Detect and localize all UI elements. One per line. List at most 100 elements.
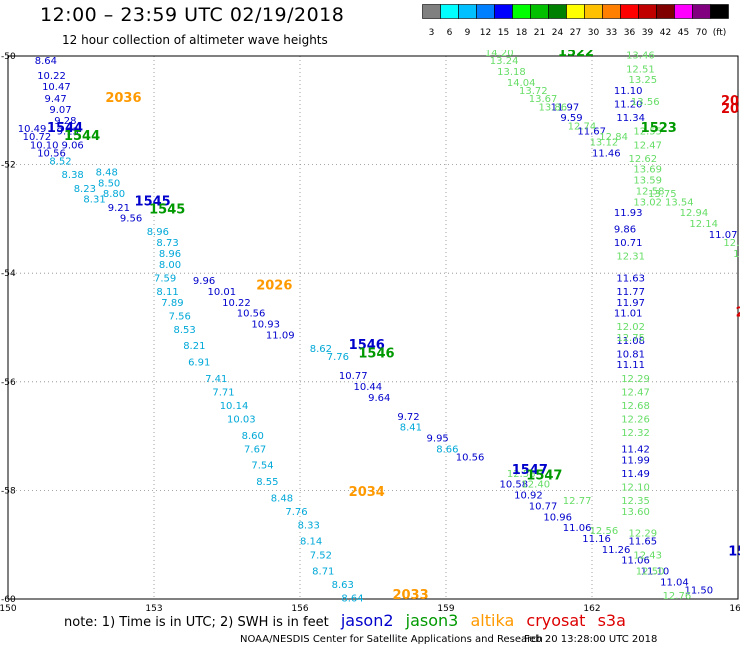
wave-height-point: 8.73 <box>156 238 178 249</box>
wave-height-point: 11.97 <box>616 298 645 309</box>
y-tick-label: -54 <box>1 269 16 279</box>
wave-height-point: 10.03 <box>227 415 256 426</box>
wave-height-point: 12.94 <box>680 208 709 219</box>
wave-height-point: 10.81 <box>616 349 645 360</box>
wave-height-point: 8.11 <box>156 287 178 298</box>
wave-height-point: 8.52 <box>49 157 71 168</box>
wave-height-point: 12.02 <box>616 322 645 333</box>
wave-height-point: 10.10 <box>30 140 59 151</box>
colorbar-label: 70 <box>696 28 708 38</box>
wave-height-point: 12.74 <box>568 121 597 132</box>
wave-height-point: 8.33 <box>298 520 320 531</box>
wave-height-point: 12.62 <box>629 154 658 165</box>
wave-height-point: 11.20 <box>614 100 643 111</box>
wave-height-point: 13.59 <box>633 176 662 187</box>
wave-height-point: 10.22 <box>222 298 251 309</box>
wave-height-point: 11.06 <box>563 523 592 534</box>
colorbar-label: 21 <box>534 28 545 38</box>
wave-height-point: 14.20 <box>485 48 514 59</box>
footer-org: NOAA/NESDIS Center for Satellite Applica… <box>240 634 543 645</box>
wave-height-point: 8.23 <box>74 184 96 195</box>
wave-height-point: 8.38 <box>62 170 84 181</box>
wave-height-point: 11.10 <box>641 567 670 578</box>
wave-height-point: 12.35 <box>723 238 740 249</box>
wave-height-point: 12.43 <box>633 550 662 561</box>
wave-height-point: 13.18 <box>497 67 526 78</box>
wave-height-point: 9.07 <box>49 105 71 116</box>
wave-height-point: 11.11 <box>616 360 645 371</box>
track-label: 2034 <box>349 485 385 500</box>
wave-height-point: 11.46 <box>592 148 621 159</box>
track-label: 1546 <box>349 338 385 353</box>
note-text: note: 1) Time is in UTC; 2) SWH is in fe… <box>64 615 329 630</box>
x-tick-label: 153 <box>145 604 162 614</box>
wave-height-point: 9.96 <box>193 276 215 287</box>
wave-height-point: 13.24 <box>490 56 519 67</box>
wave-height-point: 9.56 <box>120 214 142 225</box>
track-label: 1545 <box>135 194 171 209</box>
chart-subtitle: 12 hour collection of altimeter wave hei… <box>62 33 328 47</box>
wave-height-point: 10.56 <box>37 148 66 159</box>
x-tick-label: 165 <box>729 604 740 614</box>
wave-height-point: 12.77 <box>563 496 592 507</box>
y-tick-label: -60 <box>1 595 16 605</box>
wave-height-point: 13.60 <box>621 507 650 518</box>
wave-height-point: 13.56 <box>631 97 660 108</box>
wave-height-point: 11.16 <box>582 534 611 545</box>
wave-height-point: 12.55 <box>633 127 662 138</box>
track-label: 1548 <box>728 545 740 560</box>
track-label: 1547 <box>512 463 548 478</box>
wave-height-point: 11.49 <box>621 469 650 480</box>
footer-timestamp: Feb 20 13:28:00 UTC 2018 <box>524 634 658 645</box>
wave-height-point: 13.54 <box>665 197 694 208</box>
colorbar-label: 24 <box>552 28 564 38</box>
y-tick-label: -58 <box>1 486 16 496</box>
wave-height-point: 11.04 <box>660 577 689 588</box>
wave-height-point: 10.92 <box>514 491 543 502</box>
y-tick-label: -52 <box>1 161 16 171</box>
wave-height-point: 8.64 <box>35 56 57 67</box>
wave-height-point: 10.01 <box>208 287 237 298</box>
wave-height-point: 11.99 <box>621 455 650 466</box>
wave-height-point: 12 <box>733 249 740 260</box>
data-points: 8.6410.2210.479.479.079.289.159.0610.491… <box>18 48 740 605</box>
wave-height-point: 8.66 <box>436 444 458 455</box>
track-label: 2050 <box>721 102 740 117</box>
wave-height-point: 12.51 <box>626 64 655 75</box>
satellite-altika-label: altika <box>470 611 515 630</box>
wave-height-point: 10.47 <box>42 82 71 93</box>
wave-height-point: 8.31 <box>83 195 105 206</box>
wave-height-point: 8.14 <box>300 537 322 548</box>
wave-height-point: 12.32 <box>621 428 650 439</box>
wave-height-point: 11.01 <box>614 309 643 320</box>
wave-height-point: 8.62 <box>310 344 332 355</box>
wave-height-point: 9.64 <box>368 393 390 404</box>
wave-height-point: 10.77 <box>529 501 558 512</box>
wave-height-point: 14.04 <box>507 78 536 89</box>
wave-height-point: 12.84 <box>599 132 628 143</box>
wave-height-point: 12.29 <box>621 374 650 385</box>
satellite-jason2-label: jason2 <box>340 611 394 630</box>
colorbar-label: 6 <box>447 28 453 38</box>
wave-height-point: 11.97 <box>551 102 580 113</box>
x-tick-label: 150 <box>0 604 17 614</box>
x-tick-label: 162 <box>583 604 600 614</box>
wave-height-point: 12.14 <box>689 219 718 230</box>
wave-height-point: 7.67 <box>244 444 266 455</box>
wave-height-point: 9.47 <box>45 94 67 105</box>
wave-height-point: 9.06 <box>62 140 84 151</box>
chart-title: 12:00 – 23:59 UTC 02/19/2018 <box>40 4 345 26</box>
wave-height-point: 10.56 <box>456 453 485 464</box>
wave-height-point: 10.71 <box>614 238 643 249</box>
colorbar-label: 42 <box>660 28 671 38</box>
wave-height-point: 8.80 <box>103 189 125 200</box>
wave-height-point: 8.53 <box>173 325 195 336</box>
wave-height-point: 10.49 <box>18 124 47 135</box>
wave-height-point: 11.77 <box>616 287 645 298</box>
wave-height-point: 11.34 <box>616 113 645 124</box>
colorbar-label: 39 <box>642 28 654 38</box>
wave-height-point: 12.47 <box>633 140 662 151</box>
wave-height-point: 12.35 <box>621 496 650 507</box>
wave-height-point: 11.93 <box>614 208 643 219</box>
